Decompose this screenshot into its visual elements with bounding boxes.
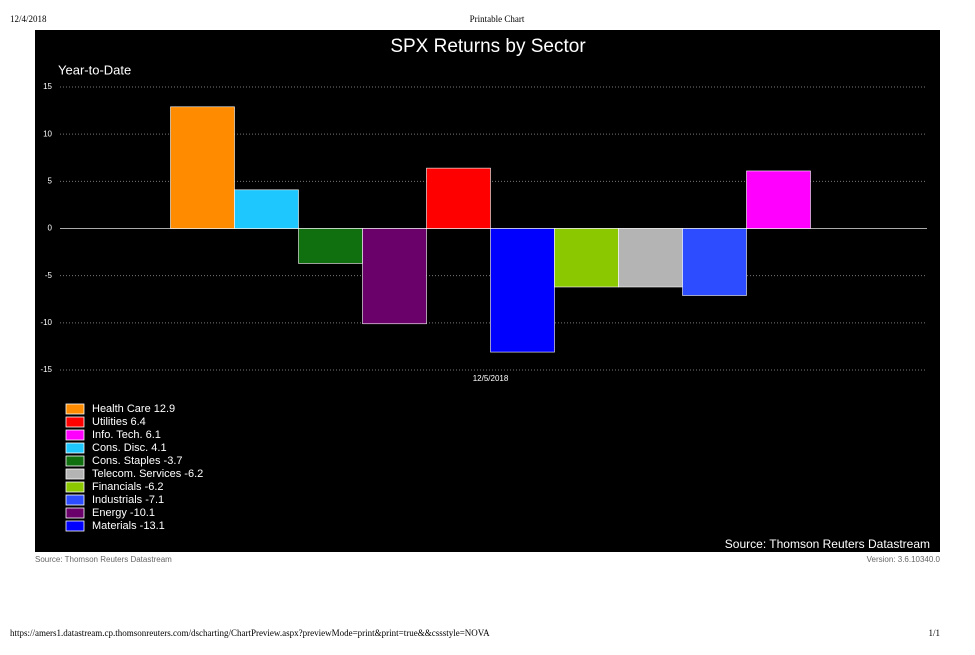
bar — [746, 170, 811, 229]
legend-label: Cons. Staples -3.7 — [92, 455, 183, 467]
chart-title: SPX Returns by Sector — [390, 36, 586, 57]
legend-label: Info. Tech. 6.1 — [92, 429, 161, 441]
page-number: 1/1 — [928, 628, 940, 638]
bar — [298, 228, 363, 264]
bar — [234, 189, 299, 229]
y-tick-label: 15 — [43, 82, 52, 91]
legend-swatch — [65, 468, 85, 480]
y-tick-label: -5 — [45, 271, 53, 280]
legend-label: Utilities 6.4 — [92, 416, 146, 428]
legend-label: Financials -6.2 — [92, 481, 164, 493]
page-url: https://amers1.datastream.cp.thomsonreut… — [10, 628, 490, 638]
version-note: Version: 3.6.10340.0 — [867, 555, 941, 564]
chart-source: Source: Thomson Reuters Datastream — [725, 537, 930, 551]
legend-label: Industrials -7.1 — [92, 494, 164, 506]
legend-swatch — [65, 520, 85, 532]
print-heading: Printable Chart — [470, 14, 525, 24]
bar — [554, 228, 619, 288]
y-tick-label: -10 — [40, 318, 52, 327]
chart-subtitle: Year-to-Date — [58, 62, 131, 77]
legend-swatch — [65, 481, 85, 493]
y-tick-label: 0 — [48, 224, 53, 233]
legend-label: Energy -10.1 — [92, 507, 155, 519]
x-tick-label: 12/5/2018 — [473, 374, 509, 383]
bar — [362, 228, 427, 325]
legend-label: Health Care 12.9 — [92, 403, 175, 415]
y-tick-label: 5 — [48, 176, 53, 185]
legend-swatch — [65, 494, 85, 506]
bar — [170, 106, 235, 229]
legend-swatch — [65, 403, 85, 415]
legend-swatch — [65, 442, 85, 454]
bar — [490, 228, 555, 353]
y-tick-label: 10 — [43, 129, 52, 138]
legend-swatch — [65, 429, 85, 441]
source-note: Source: Thomson Reuters Datastream — [35, 555, 172, 564]
legend-swatch — [65, 416, 85, 428]
legend-swatch — [65, 455, 85, 467]
legend-label: Materials -13.1 — [92, 520, 165, 532]
bar — [682, 228, 747, 296]
y-tick-label: -15 — [40, 365, 52, 374]
legend-swatch — [65, 507, 85, 519]
bar — [618, 228, 683, 288]
bar — [426, 167, 491, 229]
legend-label: Telecom. Services -6.2 — [92, 468, 203, 480]
print-date: 12/4/2018 — [10, 14, 47, 24]
legend-label: Cons. Disc. 4.1 — [92, 442, 167, 454]
